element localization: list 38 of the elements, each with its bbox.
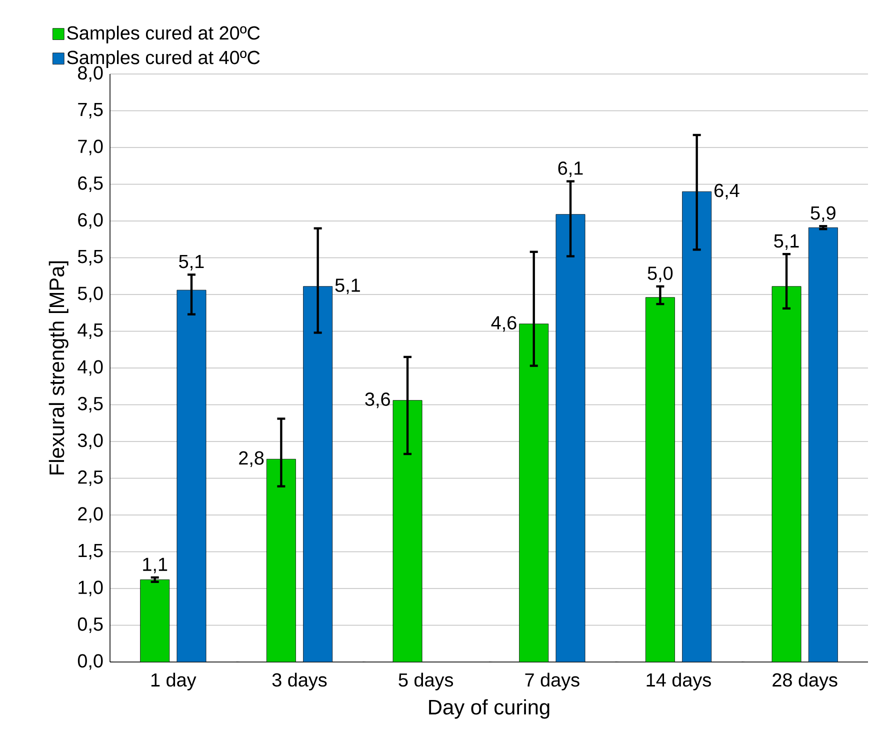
y-tick-label: 6,0 <box>78 213 103 229</box>
x-tick-label: 28 days <box>772 672 838 690</box>
y-tick-label: 4,5 <box>78 324 103 339</box>
y-tick-label: 1,5 <box>78 544 103 560</box>
y-axis-title: Flexural strength [MPa] <box>48 261 68 474</box>
legend-label: Samples cured at 40ºC <box>67 50 260 68</box>
y-tick-label: 8,0 <box>78 66 103 82</box>
x-tick-label: 1 day <box>151 672 196 690</box>
y-tick-label: 1,0 <box>78 580 103 596</box>
data-label: 3,6 <box>365 392 390 408</box>
x-axis-title: Day of curing <box>429 699 550 719</box>
x-tick-label: 3 days <box>272 672 327 690</box>
y-tick-label: 5,5 <box>78 250 103 266</box>
y-tick-label: 0,0 <box>78 654 103 670</box>
data-label: 5,1 <box>774 234 799 250</box>
y-tick-label: 2,5 <box>78 470 103 486</box>
data-label: 5,9 <box>810 206 836 222</box>
data-label: 6,4 <box>714 184 740 200</box>
data-label: 2,8 <box>239 451 264 467</box>
y-tick-label: 7,5 <box>78 103 103 118</box>
y-tick-label: 3,5 <box>78 396 103 413</box>
y-tick-label: 2,0 <box>78 507 103 523</box>
x-tick-label: 5 days <box>398 672 454 690</box>
x-tick-label: 14 days <box>646 672 711 690</box>
data-label: 5,1 <box>335 278 360 294</box>
data-label: 6,1 <box>558 161 583 178</box>
x-tick-label: 7 days <box>525 672 580 690</box>
y-tick-label: 6,5 <box>78 176 103 192</box>
y-tick-label: 5,0 <box>78 286 103 302</box>
data-label: 1,1 <box>143 558 168 574</box>
data-label: 5,0 <box>648 266 673 282</box>
data-label: 4,6 <box>491 316 516 332</box>
y-tick-label: 3,0 <box>78 434 103 450</box>
y-tick-label: 7,0 <box>78 140 103 156</box>
data-label: 5,1 <box>179 255 204 270</box>
legend-label: Samples cured at 20ºC <box>67 26 260 44</box>
y-tick-label: 4,0 <box>78 360 103 376</box>
y-tick-label: 0,5 <box>78 617 103 634</box>
